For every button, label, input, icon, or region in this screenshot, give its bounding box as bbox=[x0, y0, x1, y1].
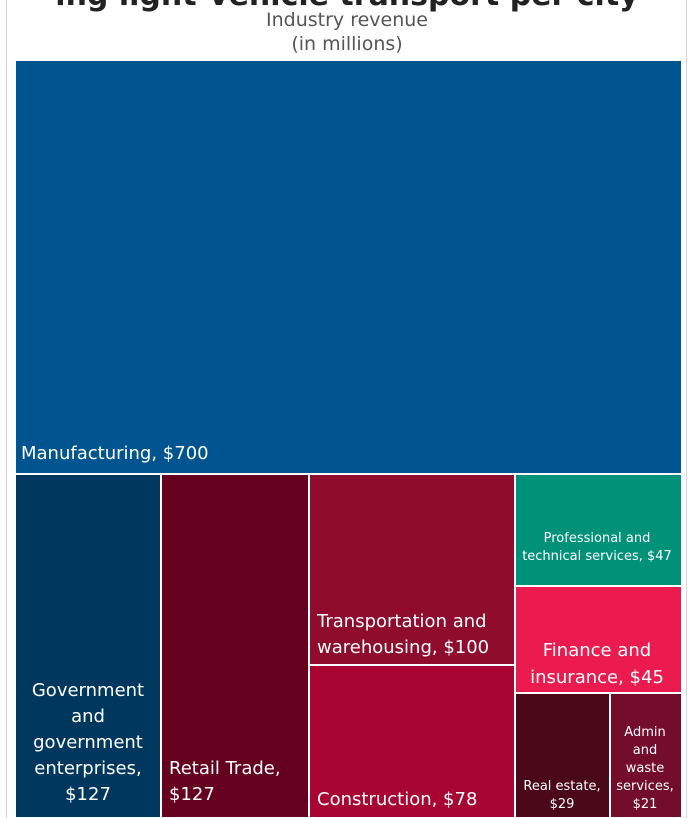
treemap-tile-label: and bbox=[633, 743, 657, 758]
treemap-tile-label: $127 bbox=[65, 784, 111, 805]
treemap-tile-label: and bbox=[71, 706, 105, 727]
treemap-tile-retail-trade[interactable]: Retail Trade, $127 bbox=[160, 473, 310, 818]
chart-title: Industry revenue bbox=[266, 9, 428, 31]
treemap-tile-government-and-government-enterprises[interactable]: Government and government enterprises, $127 bbox=[14, 473, 162, 818]
treemap-tile-label: enterprises, bbox=[34, 758, 141, 779]
treemap-tile-label: insurance, $45 bbox=[530, 667, 664, 688]
treemap-tile-label: services, bbox=[616, 779, 673, 794]
treemap-tile-rect[interactable] bbox=[609, 692, 683, 818]
treemap-tile-label: $29 bbox=[550, 797, 575, 812]
treemap-tile-label: Finance and bbox=[543, 640, 651, 661]
treemap-tile-rect[interactable] bbox=[514, 692, 611, 818]
treemap-tile-label: technical services, $47 bbox=[522, 549, 672, 564]
treemap-tile-construction[interactable]: Construction, $78 bbox=[308, 664, 516, 818]
treemap-tile-finance-and-insurance[interactable]: Finance and insurance, $45 bbox=[514, 585, 683, 694]
treemap-tile-label: Retail Trade, bbox=[169, 758, 281, 779]
chart-frame bbox=[6, 0, 687, 818]
treemap-tile-admin-and-waste-services[interactable]: Admin and waste services, $21 bbox=[609, 692, 683, 818]
treemap-tile-label: Admin bbox=[624, 725, 665, 740]
chart-subtitle: (in millions) bbox=[291, 33, 403, 55]
treemap-tile-label: Transportation and bbox=[316, 611, 487, 632]
treemap-tile-label: government bbox=[33, 732, 143, 753]
treemap-tile-label: $127 bbox=[169, 784, 215, 805]
treemap-tile-label: $21 bbox=[633, 797, 658, 812]
treemap-tile-professional-and-technical-services[interactable]: Professional and technical services, $47 bbox=[514, 473, 683, 587]
page-title-partial: ing light-vehicle transport per city bbox=[0, 0, 694, 11]
treemap-tile-label: Government bbox=[32, 680, 144, 701]
treemap-tile-rect[interactable] bbox=[514, 473, 683, 587]
treemap-tile-label: Professional and bbox=[544, 531, 651, 546]
treemap-tile-label: Real estate, bbox=[523, 779, 600, 794]
treemap-tile-rect[interactable] bbox=[308, 473, 516, 666]
treemap-tile-manufacturing[interactable]: Manufacturing, $700 bbox=[14, 59, 683, 475]
treemap-tile-label: warehousing, $100 bbox=[317, 637, 489, 658]
treemap-tile-rect[interactable] bbox=[514, 585, 683, 694]
treemap-tile-rect[interactable] bbox=[14, 473, 162, 818]
treemap-tile-transportation-and-warehousing[interactable]: Transportation and warehousing, $100 bbox=[308, 473, 516, 666]
treemap-tile-label: Construction, $78 bbox=[317, 789, 477, 810]
treemap-tile-label: waste bbox=[626, 761, 664, 776]
treemap-tile-rect[interactable] bbox=[160, 473, 310, 818]
treemap-tile-real-estate[interactable]: Real estate, $29 bbox=[514, 692, 611, 818]
treemap-tile-label: Manufacturing, $700 bbox=[21, 443, 209, 464]
treemap-tile-rect[interactable] bbox=[14, 59, 683, 475]
